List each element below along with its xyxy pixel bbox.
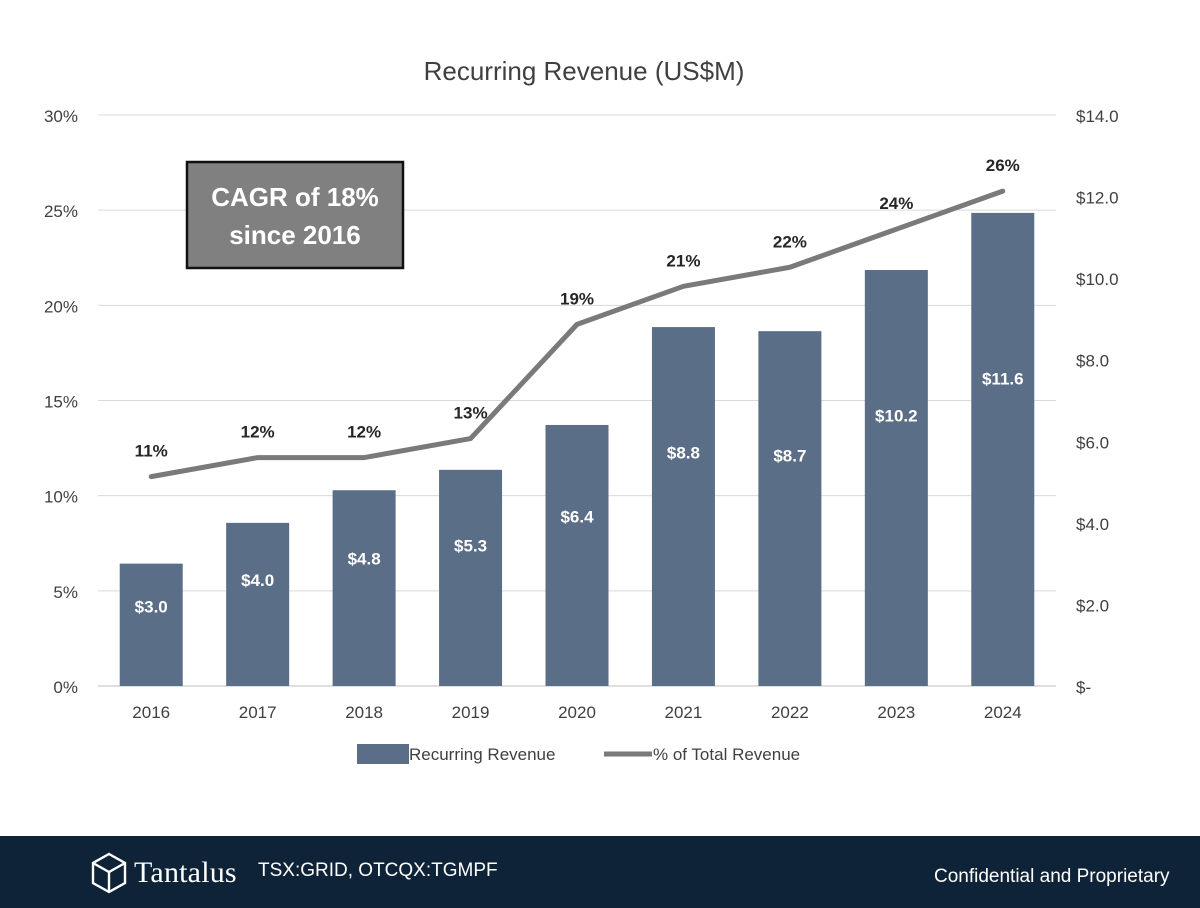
legend-label-bar: Recurring Revenue [409,745,555,764]
left-axis-tick-label: 15% [44,393,78,412]
line-value-label: 21% [666,251,700,270]
ticker-symbols: TSX:GRID, OTCQX:TGMPF [258,860,498,881]
right-axis-tick-label: $10.0 [1076,270,1119,289]
x-axis-tick-label: 2019 [452,703,490,722]
line-value-label: 22% [773,232,807,251]
footer-bar: Tantalus TSX:GRID, OTCQX:TGMPF Confident… [0,836,1200,908]
left-axis-tick-label: 25% [44,202,78,221]
bar-value-label: $5.3 [454,536,487,555]
x-axis-tick-label: 2021 [665,703,703,722]
line-value-label: 24% [879,194,913,213]
bar-recurring-revenue [758,331,822,686]
right-axis-tick-label: $8.0 [1076,352,1109,371]
left-axis-tick-label: 30% [44,107,78,126]
line-value-label: 19% [560,289,594,308]
chart-title: Recurring Revenue (US$M) [424,56,745,86]
bar-recurring-revenue [439,469,503,686]
bar-value-label: $3.0 [135,597,168,616]
bar-value-label: $6.4 [560,507,594,526]
line-value-label: 12% [347,423,381,442]
cagr-annotation-box [185,160,405,270]
right-axis-tick-label: $4.0 [1076,515,1109,534]
x-axis-tick-label: 2018 [345,703,383,722]
bar-recurring-revenue [971,212,1035,686]
line-value-label: 13% [454,404,488,423]
right-axis-tick-label: $- [1076,678,1091,697]
logo: Tantalus [90,852,237,894]
bar-recurring-revenue [119,563,183,686]
legend-swatch-bar [357,744,409,764]
tantalus-logo-icon [91,852,127,894]
left-axis-tick-label: 10% [44,488,78,507]
right-axis-tick-label: $12.0 [1076,189,1119,208]
x-axis-tick-label: 2022 [771,703,809,722]
bar-recurring-revenue [545,424,609,686]
bar-value-label: $4.0 [241,571,274,590]
x-axis-tick-label: 2023 [877,703,915,722]
line-value-label: 26% [986,156,1020,175]
x-axis-tick-label: 2017 [239,703,277,722]
line-value-label: 12% [241,423,275,442]
confidential-label: Confidential and Proprietary [934,866,1170,887]
left-axis-tick-label: 0% [53,678,78,697]
left-axis-tick-label: 5% [53,583,78,602]
bar-recurring-revenue [226,522,290,686]
x-axis-tick-label: 2016 [132,703,170,722]
x-axis-tick-label: 2020 [558,703,596,722]
right-axis-tick-label: $6.0 [1076,433,1109,452]
bar-recurring-revenue [651,327,715,686]
bar-value-label: $11.6 [982,369,1024,388]
bar-recurring-revenue [332,490,396,686]
legend-label-line: % of Total Revenue [653,745,800,764]
bar-value-label: $10.2 [875,407,918,426]
chart: Recurring Revenue (US$M) 0% 5% 10% 15% 20% 25%… [44,56,1119,764]
right-axis-tick-label: $2.0 [1076,596,1109,615]
logo-text: Tantalus [134,856,237,889]
cagr-annotation-text: CAGR of 18% [211,182,379,212]
bar-value-label: $4.8 [348,550,381,569]
right-axis-tick-label: $14.0 [1076,107,1119,126]
bar-recurring-revenue [864,269,928,686]
bar-value-label: $8.8 [667,444,700,463]
x-axis-tick-label: 2024 [984,703,1022,722]
cagr-annotation-text: since 2016 [229,220,361,250]
line-value-label: 11% [135,442,168,461]
left-axis-tick-label: 20% [44,297,78,316]
bar-value-label: $8.7 [773,446,806,465]
